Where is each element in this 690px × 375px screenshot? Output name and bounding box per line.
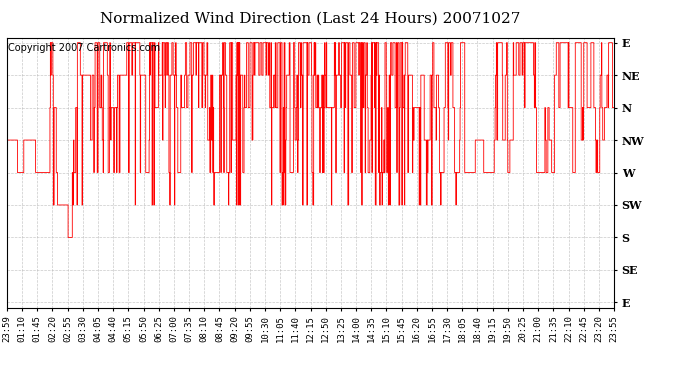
- Text: Copyright 2007 Cartronics.com: Copyright 2007 Cartronics.com: [8, 43, 160, 53]
- Text: Normalized Wind Direction (Last 24 Hours) 20071027: Normalized Wind Direction (Last 24 Hours…: [100, 11, 521, 25]
